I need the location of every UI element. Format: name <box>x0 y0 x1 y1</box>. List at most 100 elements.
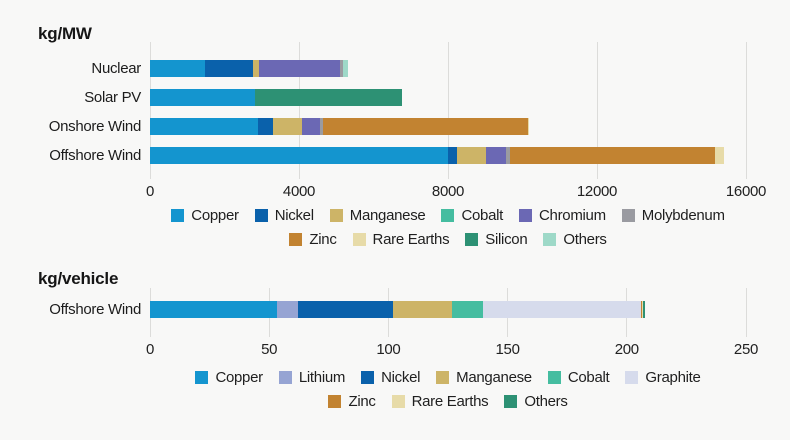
bar-segment-rare-earths <box>528 118 529 135</box>
tick-label-0: 0 <box>145 183 155 200</box>
bar-segment-cobalt <box>451 301 484 318</box>
legend-item-rare-earths: Rare Earths <box>352 231 450 248</box>
bar-segment-copper <box>150 301 277 318</box>
bar-segment-others <box>342 60 348 77</box>
legend-label-lithium: Lithium <box>298 369 346 386</box>
tick-label-16000: 16000 <box>725 183 767 200</box>
gridline-12000 <box>596 42 598 179</box>
bar-segment-molybdenum <box>319 118 324 135</box>
legend-row-2: Zinc Rare Earths Others <box>150 393 746 410</box>
legend-swatch-chromium <box>519 209 533 222</box>
legend-swatch-nickel <box>361 371 375 384</box>
plot-area <box>149 42 747 179</box>
legend-swatch-molybdenum <box>621 209 635 222</box>
legend-label-copper: Copper <box>191 207 239 224</box>
legend-swatch-cobalt <box>441 209 455 222</box>
stacked-bar-onshore-wind <box>150 118 746 135</box>
bar-segment-manganese <box>456 147 487 164</box>
legend-label-manganese: Manganese <box>456 369 532 386</box>
legend-item-cobalt: Cobalt <box>547 369 610 386</box>
legend-label-manganese: Manganese <box>349 207 426 224</box>
stacked-bar-offshore-wind <box>150 147 746 164</box>
bar-segment-graphite <box>483 301 642 318</box>
bar-segment-copper <box>150 147 448 164</box>
category-label-nuclear: Nuclear <box>91 60 141 77</box>
legend-label-rare-earths: Rare Earths <box>411 393 489 410</box>
category-label-offshore-wind: Offshore Wind <box>49 301 141 318</box>
bar-segment-copper <box>150 89 256 106</box>
legend-label-zinc: Zinc <box>309 231 337 248</box>
category-label-offshore-wind: Offshore Wind <box>49 147 141 164</box>
legend-label-nickel: Nickel <box>381 369 421 386</box>
legend-item-zinc: Zinc <box>328 393 376 410</box>
bar-segment-molybdenum <box>505 147 510 164</box>
gridline-250 <box>745 288 747 337</box>
bar-segment-rare-earths <box>714 147 724 164</box>
gridline-4000 <box>298 42 300 179</box>
plot-area <box>149 288 747 337</box>
legend-swatch-cobalt <box>547 371 561 384</box>
legend-item-nickel: Nickel <box>361 369 420 386</box>
gridline-8000 <box>447 42 449 179</box>
legend-swatch-graphite <box>625 371 639 384</box>
legend-swatch-nickel <box>254 209 268 222</box>
legend-label-rare-earths: Rare Earths <box>372 231 450 248</box>
legend-swatch-copper <box>195 371 209 384</box>
legend-label-graphite: Graphite <box>645 369 701 386</box>
legend-swatch-others <box>504 395 518 408</box>
chart-title-kg-per-mw: kg/MW <box>38 24 92 43</box>
gridline-16000 <box>745 42 747 179</box>
bar-segment-manganese <box>393 301 452 318</box>
tick-label-150: 150 <box>495 341 520 358</box>
legend-item-zinc: Zinc <box>289 231 337 248</box>
legend-swatch-rare-earths <box>352 233 366 246</box>
bar-segment-chromium <box>258 60 341 77</box>
legend-swatch-others <box>543 233 557 246</box>
bar-segment-nickel <box>258 118 274 135</box>
legend-row-2: Zinc Rare Earths Silicon Others <box>150 231 746 248</box>
bar-segment-nickel <box>204 60 254 77</box>
category-label-solar-pv: Solar PV <box>84 89 141 106</box>
legend-item-silicon: Silicon <box>465 231 528 248</box>
legend-label-chromium: Chromium <box>539 207 606 224</box>
legend-item-lithium: Lithium <box>278 369 346 386</box>
legend-item-nickel: Nickel <box>254 207 314 224</box>
bar-segment-nickel <box>448 147 457 164</box>
legend-label-others: Others <box>563 231 607 248</box>
legend-label-copper: Copper <box>215 369 263 386</box>
legend-item-rare-earths: Rare Earths <box>391 393 489 410</box>
bar-segment-chromium <box>302 118 320 135</box>
legend-item-chromium: Chromium <box>519 207 606 224</box>
bar-segment-manganese <box>273 118 303 135</box>
chart-title-kg-per-vehicle: kg/vehicle <box>38 269 119 288</box>
legend-swatch-rare-earths <box>391 395 405 408</box>
legend-label-silicon: Silicon <box>485 231 528 248</box>
bar-segment-zinc <box>509 147 715 164</box>
legend-label-nickel: Nickel <box>274 207 314 224</box>
bar-segment-nickel <box>298 301 394 318</box>
bar-segment-chromium <box>486 147 506 164</box>
bar-segment-rare-earths <box>641 301 643 318</box>
legend-item-others: Others <box>543 231 607 248</box>
legend-row-1: Copper Lithium Nickel Manganese Cobalt Graphi… <box>150 369 746 386</box>
tick-label-50: 50 <box>261 341 278 358</box>
legend-item-copper: Copper <box>171 207 239 224</box>
legend-swatch-silicon <box>465 233 479 246</box>
legend-row-1: Copper Nickel Manganese Cobalt Chromium Molyb… <box>150 207 746 224</box>
tick-label-0: 0 <box>145 341 155 358</box>
legend-label-cobalt: Cobalt <box>567 369 610 386</box>
bar-segment-copper <box>150 118 259 135</box>
tick-label-200: 200 <box>614 341 639 358</box>
bar-segment-manganese <box>253 60 259 77</box>
legend-swatch-lithium <box>278 371 292 384</box>
legend-item-manganese: Manganese <box>329 207 426 224</box>
tick-label-250: 250 <box>733 341 759 358</box>
stacked-bar-nuclear <box>150 60 746 77</box>
bar-segment-silicon <box>255 89 403 106</box>
legend-swatch-copper <box>171 209 185 222</box>
bar-segment-molybdenum <box>340 60 343 77</box>
legend-label-cobalt: Cobalt <box>461 207 504 224</box>
stacked-bar-solar-pv <box>150 89 746 106</box>
tick-label-8000: 8000 <box>431 183 465 200</box>
